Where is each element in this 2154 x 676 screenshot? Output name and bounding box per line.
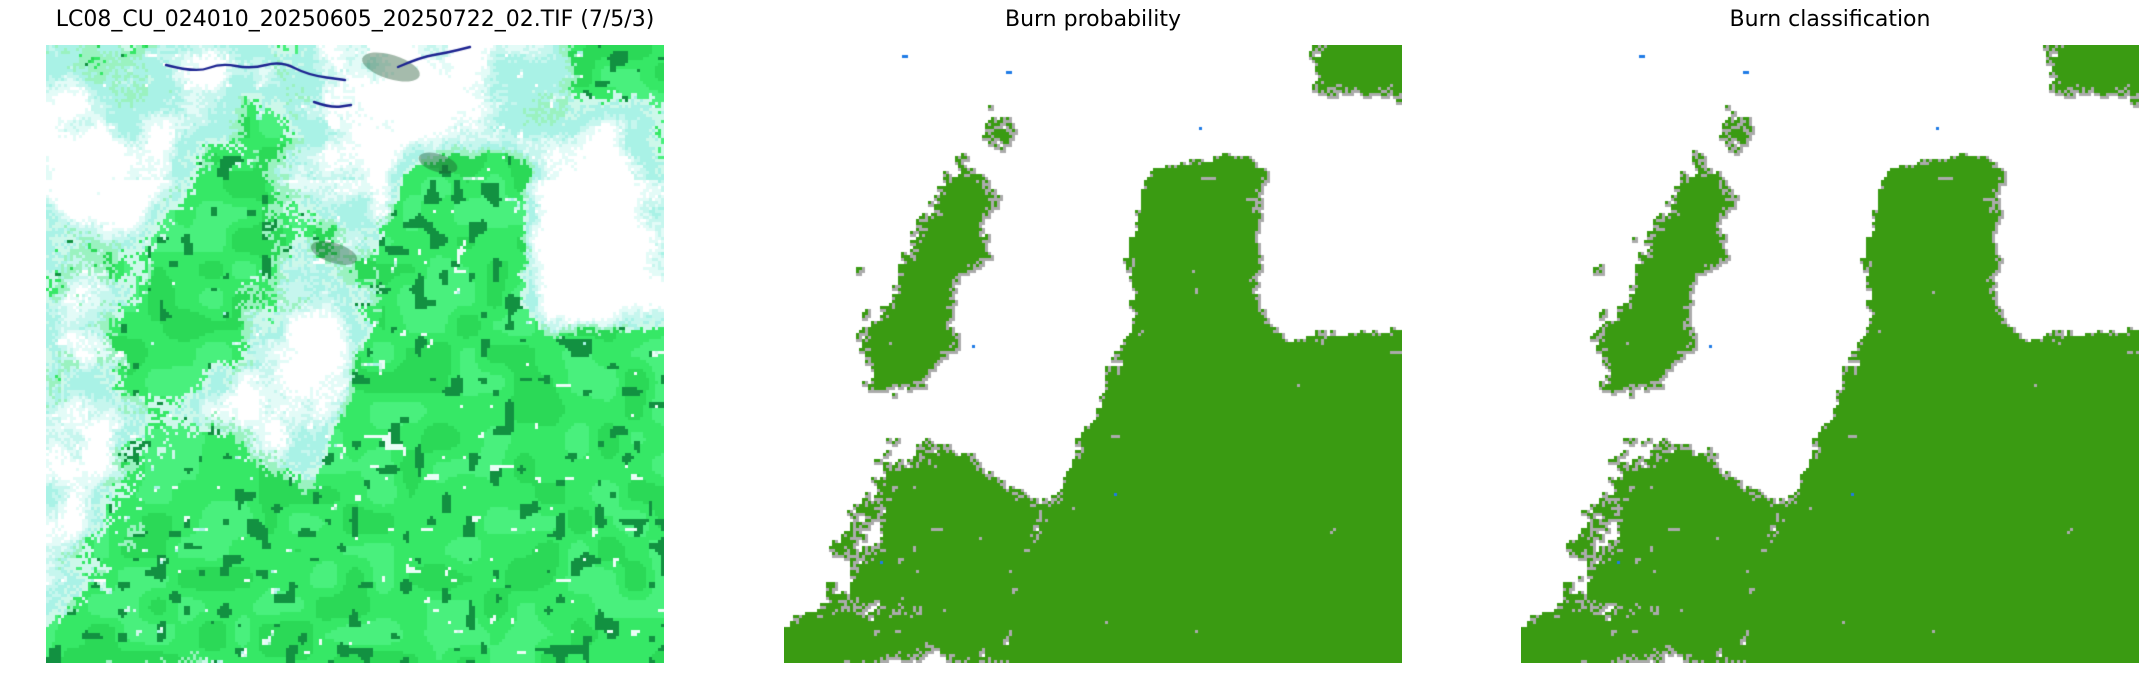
panel-burn-probability: Burn probability xyxy=(784,0,1402,676)
burn-probability-title: Burn probability xyxy=(1004,7,1181,32)
burn-classification-title: Burn classification xyxy=(1729,7,1931,32)
panel-burn-classification: Burn classification xyxy=(1521,0,2139,676)
burn-classification-map xyxy=(1521,45,2139,663)
satellite-image xyxy=(46,45,664,663)
burn-probability-map xyxy=(784,45,1402,663)
satellite-panel-title: LC08_CU_024010_20250605_20250722_02.TIF … xyxy=(55,7,655,32)
panel-satellite: LC08_CU_024010_20250605_20250722_02.TIF … xyxy=(46,0,664,676)
